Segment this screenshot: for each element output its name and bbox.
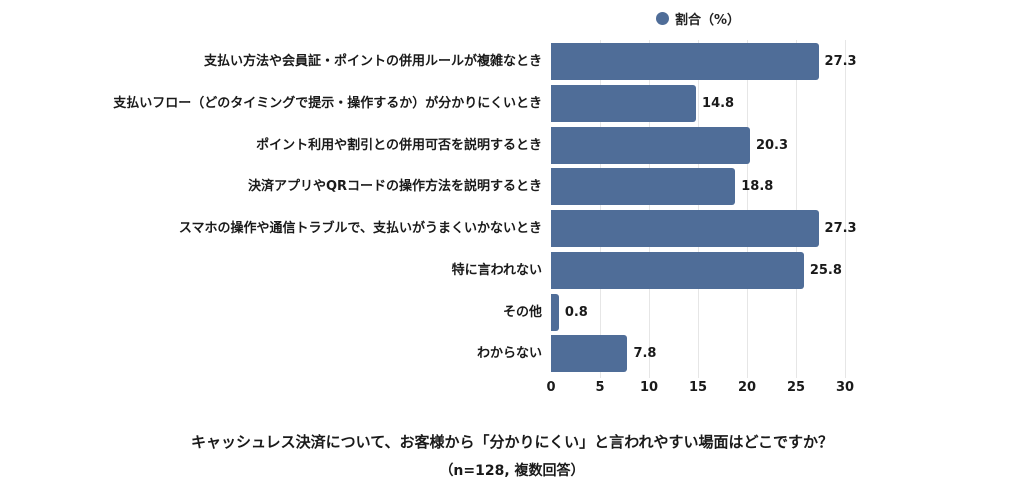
x-tick-label: 5: [595, 380, 605, 395]
x-tick-label: 15: [688, 380, 708, 395]
x-tick-label: 20: [737, 380, 757, 395]
gridline: [649, 40, 650, 378]
gridline: [600, 40, 601, 378]
bar[interactable]: [551, 43, 819, 80]
x-tick-label: 30: [835, 380, 855, 395]
bar-value-label: 18.8: [741, 179, 774, 195]
bar-value-label: 27.3: [824, 221, 857, 236]
category-label: 支払い方法や会員証・ポイントの併用ルールが複雑なとき: [203, 54, 542, 69]
bar-row: 7.8: [551, 335, 845, 373]
gridline: [796, 40, 797, 378]
category-label: その他: [502, 304, 542, 320]
category-label: スマホの操作や通信トラブルで、支払いがうまくいかないとき: [178, 221, 542, 236]
x-tick-label: 25: [786, 380, 806, 395]
plot-area: 27.3 14.8 20.3 18.8 27.3 25.8 0.8 7.8: [551, 40, 857, 378]
bar[interactable]: [551, 126, 750, 164]
bar[interactable]: [551, 293, 559, 331]
bar[interactable]: [551, 335, 628, 373]
chart-subtitle: （n=128, 複数回答）: [439, 463, 585, 479]
legend-label: 割合（%）: [675, 12, 741, 28]
bar[interactable]: [551, 251, 804, 289]
gridline: [747, 40, 748, 378]
bar[interactable]: [551, 84, 697, 122]
chart-legend: 割合（%）: [656, 8, 740, 28]
category-label: 支払いフロー（どのタイミングで提示・操作するか）が分かりにくいとき: [113, 95, 542, 111]
bar-value-label: 14.8: [702, 95, 735, 111]
legend-marker-icon: [656, 11, 669, 25]
bar-value-label: 27.3: [824, 54, 857, 69]
bar-value-label: 0.8: [564, 304, 588, 320]
x-tick-label: 10: [639, 380, 659, 395]
bar-row: 14.8: [551, 84, 845, 122]
bar[interactable]: [551, 168, 736, 206]
bar-row: 27.3: [551, 210, 857, 247]
bar[interactable]: [551, 210, 819, 247]
bar-row: 0.8: [551, 293, 845, 331]
category-label: わからない: [476, 346, 542, 362]
category-label: 決済アプリやQRコードの操作方法を説明するとき: [247, 179, 542, 195]
x-tick-label: 0: [546, 380, 556, 395]
category-label: ポイント利用や割引との併用可否を説明するとき: [256, 137, 542, 153]
bar-row: 20.3: [551, 126, 845, 164]
bar-row: 25.8: [551, 251, 845, 289]
bar-value-label: 20.3: [755, 137, 789, 153]
bar-value-label: 25.8: [809, 262, 842, 278]
bar-value-label: 7.8: [633, 346, 657, 362]
bar-row: 27.3: [551, 43, 857, 80]
category-label: 特に言われない: [451, 262, 542, 278]
bar-row: 18.8: [551, 168, 845, 206]
gridline: [845, 40, 846, 378]
chart-title: キャッシュレス決済について、お客様から「分かりにくい」と言われやすい場面はどこで…: [190, 433, 833, 451]
gridline: [698, 40, 699, 378]
